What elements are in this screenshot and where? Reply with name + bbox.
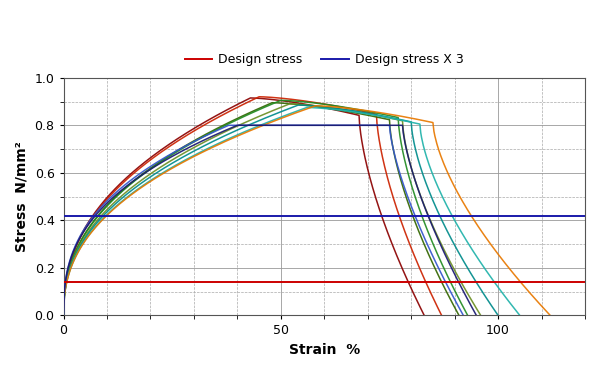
Legend: Design stress, Design stress X 3: Design stress, Design stress X 3 [179,48,469,71]
Y-axis label: Stress  N/mm²: Stress N/mm² [15,141,29,252]
X-axis label: Strain  %: Strain % [289,343,360,357]
